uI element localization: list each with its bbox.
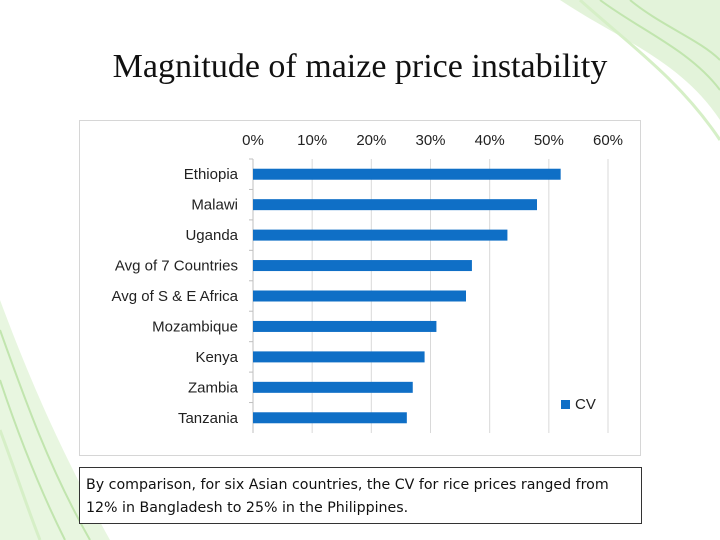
bar	[253, 199, 537, 211]
category-label: Uganda	[185, 227, 238, 244]
bar-chart: 0% 10% 20% 30% 40% 50% 60% Ethiopia Malawi Uganda…	[79, 120, 641, 456]
bar	[253, 320, 437, 332]
category-label: Mozambique	[152, 318, 238, 335]
bar	[253, 290, 466, 302]
legend-label: CV	[575, 396, 596, 413]
x-tick-label: 50%	[534, 132, 564, 149]
category-label: Avg of 7 Countries	[115, 258, 238, 275]
x-tick-label: 20%	[356, 132, 386, 149]
slide-title: Magnitude of maize price instability	[112, 48, 608, 85]
x-tick-label: 10%	[297, 132, 327, 149]
x-tick-label: 0%	[242, 132, 264, 149]
category-label: Malawi	[191, 197, 238, 214]
bar	[253, 412, 407, 424]
x-tick-label: 60%	[593, 132, 623, 149]
x-tick-label: 30%	[415, 132, 445, 149]
legend-swatch	[561, 400, 570, 409]
bar	[253, 260, 472, 272]
category-label: Tanzania	[178, 410, 239, 427]
category-label: Zambia	[188, 379, 239, 396]
bar	[253, 229, 508, 241]
category-label: Kenya	[195, 349, 238, 366]
category-label: Avg of S & E Africa	[112, 288, 239, 305]
bar	[253, 168, 561, 180]
category-label: Ethiopia	[184, 166, 239, 183]
caption-text: By comparison, for six Asian countries, …	[79, 467, 642, 524]
chart-canvas: 0% 10% 20% 30% 40% 50% 60% Ethiopia Malawi Uganda…	[112, 132, 623, 433]
bar	[253, 381, 413, 393]
bar	[253, 351, 425, 363]
x-tick-label: 40%	[475, 132, 505, 149]
